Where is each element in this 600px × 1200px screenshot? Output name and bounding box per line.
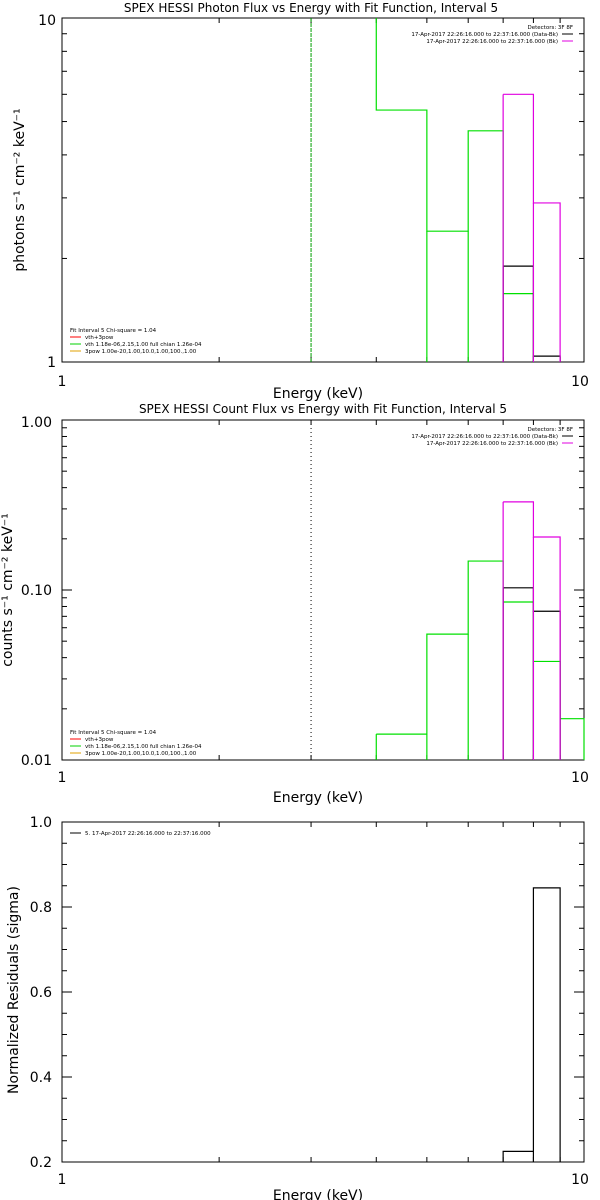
x-axis-label: Energy (keV) [273,1188,363,1200]
chart-title: SPEX HESSI Count Flux vs Energy with Fit… [139,402,507,416]
legend-entry: vth+3pow [85,737,114,743]
legend-entry: vth 1.18e-06,2.15,1.00 full chian 1.26e-… [85,744,202,750]
legend-entry: 17-Apr-2017 22:26:16.000 to 22:37:16.000… [411,434,558,440]
legend-entry: 17-Apr-2017 22:26:16.000 to 22:37:16.000… [411,32,558,38]
y-tick-label: 0.4 [30,1070,52,1086]
legend-header: Fit Interval 5 Chi-square = 1.04 [70,328,157,334]
y-axis-label: Normalized Residuals (sigma) [6,886,22,1094]
plot-frame [61,821,585,1163]
y-tick-label: 10 [38,13,56,29]
y-tick-label: 1.00 [21,415,52,431]
legend-entry: vth+3pow [85,335,114,341]
x-tick-label: 1 [58,374,67,390]
y-tick-label: 0.8 [30,900,52,916]
legend-entry: vth 1.18e-06,2.15,1.00 full chian 1.26e-… [85,342,202,348]
y-tick-label: 0.2 [30,1155,52,1171]
x-tick-label: 1 [58,770,67,786]
plot-marks [61,419,585,761]
series-step-line [375,18,535,362]
y-tick-label: 0.10 [21,583,52,599]
y-tick-label: 1.0 [30,815,52,831]
legend-entry: 17-Apr-2017 22:26:16.000 to 22:37:16.000… [426,441,558,447]
x-axis-label: Energy (keV) [273,790,363,806]
series-step-line [503,501,561,760]
legend-entry: 17-Apr-2017 22:26:16.000 to 22:37:16.000… [426,39,558,45]
x-tick-label: 10 [571,1172,589,1188]
chart-title: SPEX HESSI Photon Flux vs Energy with Fi… [124,1,498,15]
y-tick-label: 0.6 [30,985,52,1001]
x-tick-label: 1 [58,1172,67,1188]
y-axis-label: counts s⁻¹ cm⁻² keV⁻¹ [0,513,16,667]
legend-entry: 3pow 1.00e-20,1.00,10.0,1.00,100.,1.00 [85,751,197,757]
photon-flux-panel: SPEX HESSI Photon Flux vs Energy with Fi… [12,1,589,402]
plot-marks [61,17,585,363]
plot-frame [61,17,585,363]
legend-header: Fit Interval 5 Chi-square = 1.04 [70,730,157,736]
series-step-line [376,560,585,760]
count-flux-panel: SPEX HESSI Count Flux vs Energy with Fit… [0,402,589,806]
residuals-panel: 1 10 0.2 0.4 0.6 0.8 1.0 Energy (keV) No… [6,815,589,1200]
y-tick-label: 1 [47,355,56,371]
x-tick-label: 10 [571,770,589,786]
plot-marks [61,821,585,1163]
y-tick-label: 0.01 [21,753,52,769]
series-step-line [503,265,561,362]
legend-entry: 3pow 1.00e-20,1.00,10.0,1.00,100.,1.00 [85,349,197,355]
legend-header: Detectors: 3F 8F [527,25,573,31]
series-step-line [503,93,561,362]
plot-frame [61,419,585,761]
legend-header: Detectors: 3F 8F [527,427,573,433]
series-step-line [503,587,561,760]
y-axis-label: photons s⁻¹ cm⁻² keV⁻¹ [12,108,28,271]
legend-entry: 5. 17-Apr-2017 22:26:16.000 to 22:37:16.… [85,831,211,837]
x-tick-label: 10 [571,374,589,390]
x-axis-label: Energy (keV) [273,386,363,402]
series-step-line [502,887,561,1162]
